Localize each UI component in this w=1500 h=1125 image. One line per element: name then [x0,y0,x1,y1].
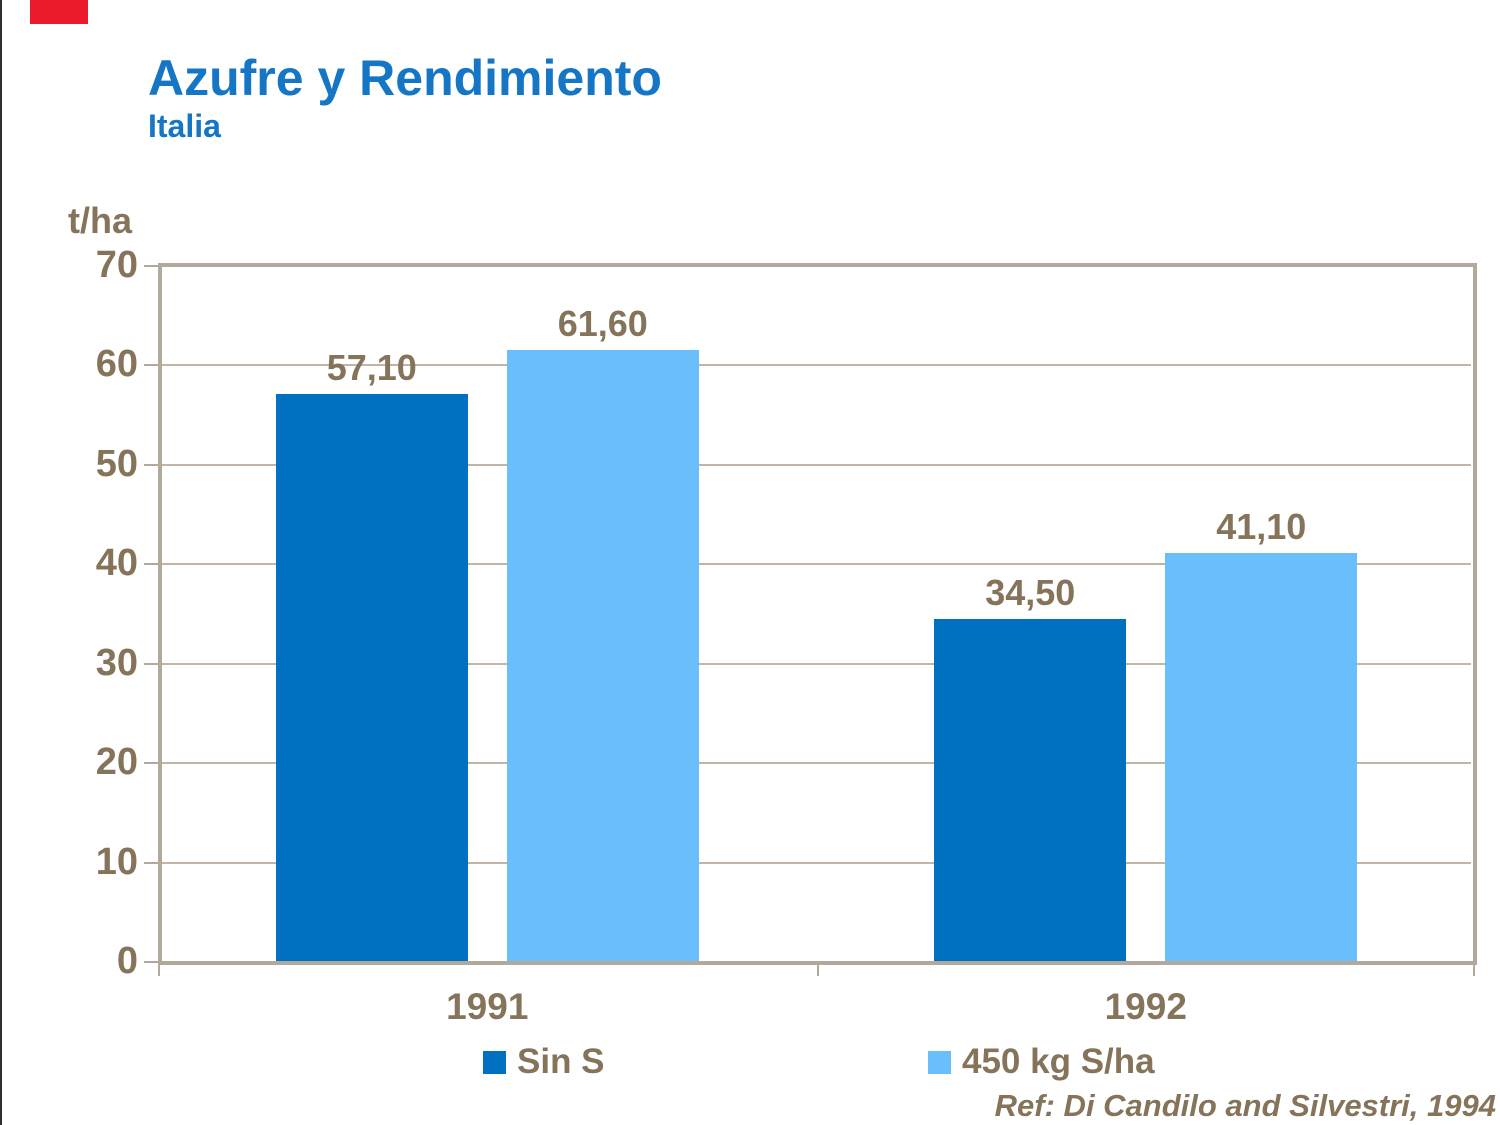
y-tick-mark [144,563,160,566]
chart-subtitle: Italia [148,108,221,144]
x-tick-mark [816,962,819,976]
bar-1992-sin-s [934,618,1127,962]
left-edge-line [0,0,2,1125]
legend-marker-sin-s [483,1050,506,1074]
bar-value-label: 34,50 [985,571,1076,613]
y-tick-label: 10 [95,840,138,883]
red-corner-mark [30,0,88,24]
x-tick-mark [1473,962,1475,976]
gridline [162,463,1471,466]
gridline [162,762,1471,765]
gridline [162,662,1471,665]
y-tick-label: 0 [116,940,138,982]
bar-value-label: 61,60 [557,302,648,344]
bar-1992-450kg [1165,553,1358,962]
y-tick-mark [144,265,160,267]
y-tick-mark [144,762,160,765]
x-tick-mark [158,962,160,976]
gridline [162,364,1471,367]
category-label: 1991 [446,986,529,1027]
y-tick-mark [144,463,160,466]
bar-value-label: 41,10 [1216,506,1307,548]
y-tick-mark [144,364,160,367]
y-tick-mark [144,861,160,864]
bar-1991-450kg [506,349,699,962]
bar-value-label: 57,10 [326,347,417,389]
legend-label-450kg: 450 kg S/ha [962,1042,1155,1081]
legend-label-sin-s: Sin S [517,1042,605,1081]
y-tick-label: 60 [95,343,138,386]
y-tick-label: 20 [95,741,138,784]
gridline [162,861,1471,864]
reference-text: Ref: Di Candilo and Silvestri, 1994 [994,1088,1496,1123]
y-axis-unit-label: t/ha [68,200,133,241]
legend-item-sin-s: Sin S [483,1042,605,1082]
y-tick-label: 40 [95,542,138,585]
legend-marker-450kg [928,1050,951,1074]
bar-1991-sin-s [275,394,468,962]
y-tick-label: 70 [95,244,138,286]
category-label: 1992 [1104,986,1187,1027]
legend-item-450kg: 450 kg S/ha [928,1042,1155,1082]
chart-title: Azufre y Rendimiento [148,50,662,106]
y-tick-label: 50 [95,442,138,485]
y-tick-mark [144,961,160,963]
y-tick-label: 30 [95,641,138,684]
gridline [162,563,1471,566]
y-tick-mark [144,662,160,665]
